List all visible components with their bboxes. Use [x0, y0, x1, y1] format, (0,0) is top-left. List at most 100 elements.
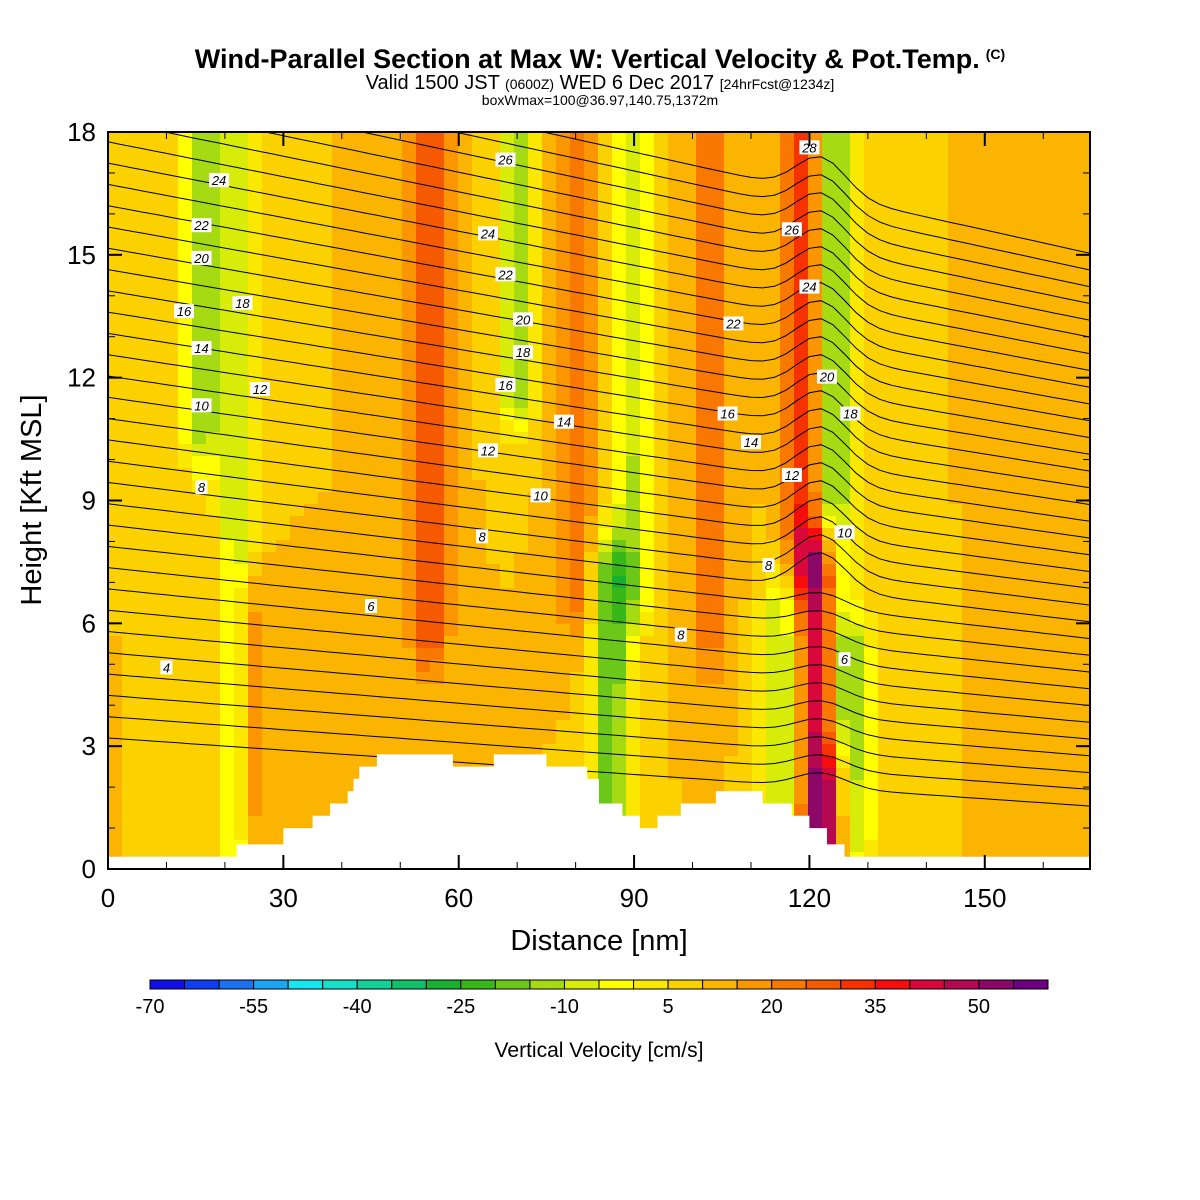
field-cell — [150, 540, 165, 553]
field-cell — [584, 744, 599, 757]
field-cell — [514, 360, 529, 373]
field-cell — [528, 216, 543, 229]
field-cell — [416, 204, 431, 217]
field-cell — [108, 612, 123, 625]
field-cell — [990, 348, 1005, 361]
field-cell — [444, 132, 459, 145]
field-cell — [752, 468, 767, 481]
field-cell — [724, 144, 739, 157]
field-cell — [220, 756, 235, 769]
field-cell — [472, 744, 487, 757]
field-cell — [388, 240, 403, 253]
field-cell — [276, 684, 291, 697]
field-cell — [696, 624, 711, 637]
field-cell — [514, 612, 529, 625]
contour-label: 14 — [740, 435, 761, 450]
field-cell — [206, 816, 221, 829]
field-cell — [276, 708, 291, 721]
field-cell — [374, 324, 389, 337]
field-cell — [724, 636, 739, 649]
field-cell — [304, 492, 319, 505]
field-cell — [1018, 324, 1033, 337]
field-cell — [514, 300, 529, 313]
field-cell — [1032, 336, 1047, 349]
field-cell — [794, 420, 809, 433]
field-cell — [808, 360, 823, 373]
field-cell — [962, 444, 977, 457]
colorbar-swatch — [425, 979, 462, 990]
field-cell — [360, 540, 375, 553]
field-cell — [346, 156, 361, 169]
field-cell — [724, 732, 739, 745]
field-cell — [710, 444, 725, 457]
field-cell — [346, 684, 361, 697]
field-cell — [150, 252, 165, 265]
field-cell — [738, 720, 753, 733]
contour-label: 16 — [717, 406, 738, 422]
field-cell — [430, 720, 445, 733]
field-cell — [416, 636, 431, 649]
field-cell — [164, 288, 179, 301]
field-cell — [766, 492, 781, 505]
field-cell — [808, 528, 823, 541]
field-cell — [388, 204, 403, 217]
field-cell — [486, 240, 501, 253]
contour-label-bg — [477, 443, 498, 458]
field-cell — [178, 324, 193, 337]
field-cell — [990, 492, 1005, 505]
theta-contour — [108, 567, 1090, 673]
field-cell — [822, 252, 837, 265]
field-cell — [486, 636, 501, 649]
field-cell — [710, 600, 725, 613]
field-cell — [332, 732, 347, 745]
field-cell — [850, 180, 865, 193]
field-cell — [262, 396, 277, 409]
field-cell — [360, 672, 375, 685]
field-cell — [192, 420, 207, 433]
field-cell — [1018, 804, 1033, 817]
field-cell — [584, 732, 599, 745]
field-cell — [332, 168, 347, 181]
field-cell — [1046, 792, 1061, 805]
field-cell — [556, 312, 571, 325]
field-cell — [276, 636, 291, 649]
field-cell — [934, 348, 949, 361]
field-cell — [192, 684, 207, 697]
field-cell — [948, 792, 963, 805]
field-cell — [724, 660, 739, 673]
field-cell — [528, 132, 543, 145]
field-cell — [920, 396, 935, 409]
field-cell — [444, 300, 459, 313]
field-cell — [766, 396, 781, 409]
field-cell — [836, 180, 851, 193]
field-cell — [108, 300, 123, 313]
field-cell — [654, 792, 669, 805]
field-cell — [878, 660, 893, 673]
field-cell — [332, 396, 347, 409]
field-cell — [1032, 480, 1047, 493]
field-cell — [654, 780, 669, 793]
field-cell — [906, 408, 921, 421]
field-cell — [920, 660, 935, 673]
field-cell — [486, 564, 501, 577]
field-cell — [136, 528, 151, 541]
field-cell — [724, 516, 739, 529]
field-cell — [808, 672, 823, 685]
field-cell — [668, 456, 683, 469]
field-cell — [794, 456, 809, 469]
field-cell — [444, 504, 459, 517]
contour-label-text: 8 — [198, 480, 206, 495]
field-cell — [850, 384, 865, 397]
field-cell — [248, 132, 263, 145]
field-cell — [584, 648, 599, 661]
field-cell — [668, 564, 683, 577]
contour-label-text: 24 — [801, 280, 816, 295]
field-cell — [654, 768, 669, 781]
field-cell — [682, 408, 697, 421]
field-cell — [234, 684, 249, 697]
field-cell — [640, 492, 655, 505]
field-cell — [1046, 300, 1061, 313]
field-cell — [556, 672, 571, 685]
field-cell — [1004, 816, 1019, 829]
field-cell — [598, 204, 613, 217]
